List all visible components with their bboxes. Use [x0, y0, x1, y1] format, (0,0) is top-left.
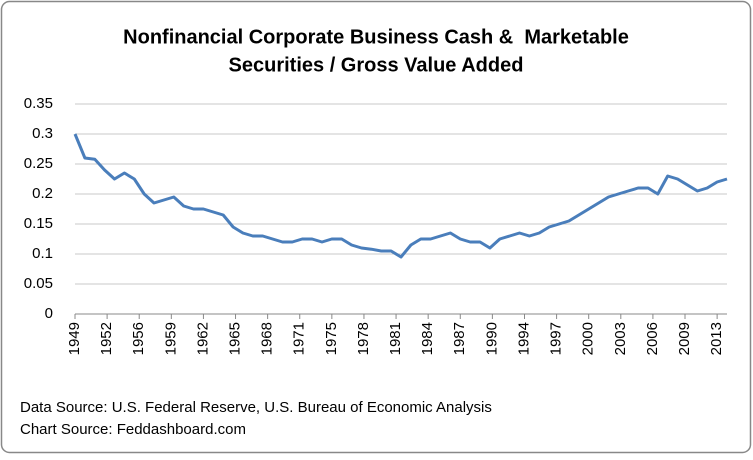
x-tick-label: 1990 [483, 322, 500, 355]
x-tick-label: 1959 [162, 322, 179, 355]
chart-title: Nonfinancial Corporate Business Cash & M… [123, 26, 629, 48]
chart-title: Securities / Gross Value Added [229, 54, 524, 76]
y-tick-label: 0 [45, 305, 53, 322]
x-tick-label: 1994 [515, 322, 532, 355]
x-tick-label: 1975 [323, 322, 340, 355]
y-tick-label: 0.25 [24, 155, 53, 172]
source-note: Chart Source: Feddashboard.com [20, 421, 246, 438]
source-note: Data Source: U.S. Federal Reserve, U.S. … [20, 399, 492, 416]
series-line [73, 133, 728, 259]
x-tick-label: 2013 [708, 322, 725, 355]
y-tick-label: 0.15 [24, 215, 53, 232]
x-tick-label: 1952 [98, 322, 115, 355]
y-tick-label: 0.05 [24, 275, 53, 292]
x-tick-label: 1984 [419, 322, 436, 355]
x-tick-label: 1965 [226, 322, 243, 355]
x-tick-label: 1968 [259, 322, 276, 355]
x-tick-label: 1949 [66, 322, 83, 355]
x-tick-label: 2006 [644, 322, 661, 355]
y-tick-label: 0.35 [24, 95, 53, 112]
x-tick-label: 2009 [676, 322, 693, 355]
x-tick-label: 1956 [130, 322, 147, 355]
y-tick-label: 0.1 [32, 245, 53, 262]
x-tick-label: 1978 [355, 322, 372, 355]
x-tick-label: 2000 [580, 322, 597, 355]
x-tick-label: 1962 [194, 322, 211, 355]
y-tick-label: 0.2 [32, 185, 53, 202]
x-tick-label: 1997 [548, 322, 565, 355]
x-tick-label: 2003 [612, 322, 629, 355]
x-tick-label: 1981 [387, 322, 404, 355]
y-tick-label: 0.3 [32, 125, 53, 142]
x-tick-label: 1987 [451, 322, 468, 355]
x-tick-label: 1971 [291, 322, 308, 355]
